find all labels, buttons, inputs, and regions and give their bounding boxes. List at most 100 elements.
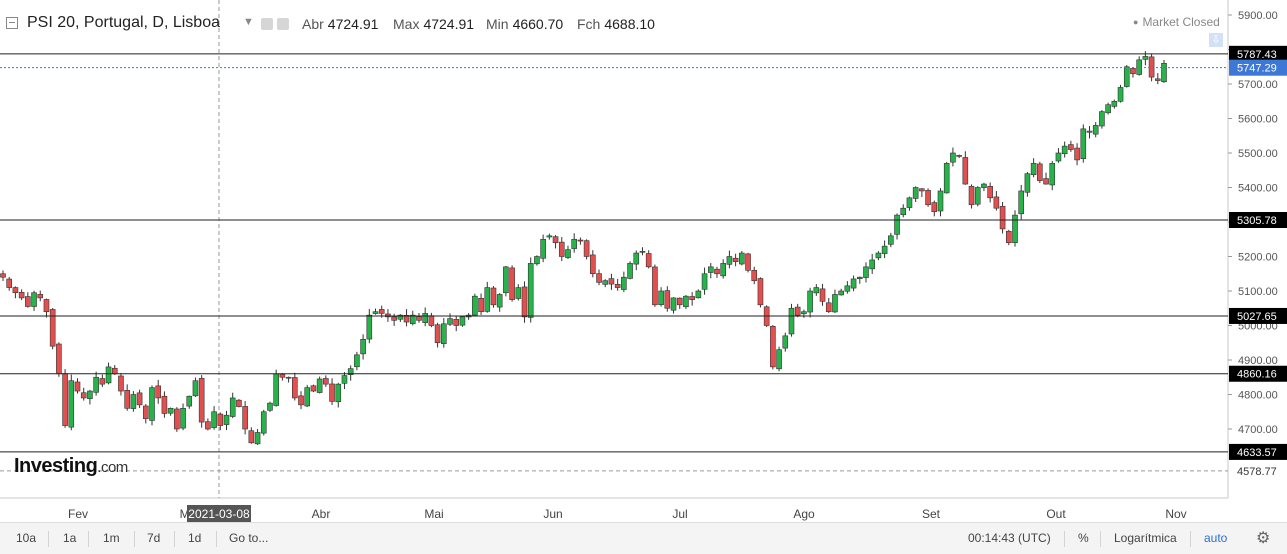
- candle-body: [304, 387, 311, 407]
- candle-body: [360, 338, 366, 355]
- candle-body: [385, 313, 391, 318]
- candle-body: [118, 375, 124, 392]
- candle-body: [1005, 230, 1012, 243]
- candle-body: [844, 285, 851, 292]
- candle-body: [329, 383, 335, 402]
- x-tick-label: Jun: [543, 507, 562, 521]
- candle-body: [459, 316, 466, 326]
- candle-body: [223, 414, 230, 425]
- candle-body: [490, 287, 497, 306]
- range-7d[interactable]: 7d: [147, 531, 161, 545]
- candle-body: [1030, 163, 1037, 175]
- x-tick-label: Out: [1046, 507, 1066, 521]
- ohlc-low: Min 4660.70: [486, 16, 564, 32]
- candle-body: [409, 314, 416, 325]
- x-tick-label: Abr: [312, 507, 331, 521]
- candle-body: [248, 430, 255, 444]
- y-tick-label: 5600.00: [1238, 114, 1278, 126]
- candle-body: [161, 395, 168, 414]
- candle-body: [217, 413, 224, 426]
- bottom-toolbar: 10a 1a 1m 7d 1d Go to... 00:14:43 (UTC) …: [0, 522, 1287, 554]
- candle-body: [62, 373, 68, 426]
- candle-body: [515, 287, 522, 299]
- candle-body: [906, 197, 913, 208]
- range-1d[interactable]: 1d: [188, 531, 202, 545]
- candle-body: [43, 299, 50, 313]
- x-tick-label: Nov: [1165, 507, 1186, 521]
- candle-body: [751, 270, 758, 281]
- y-tick-label: 4800.00: [1238, 390, 1278, 402]
- range-1m[interactable]: 1m: [103, 531, 120, 545]
- x-tick-label: Ago: [793, 507, 815, 521]
- download-icon[interactable]: ⇩: [1209, 33, 1223, 47]
- candle-body: [174, 408, 180, 430]
- candle-body: [68, 380, 75, 428]
- separator: [134, 531, 135, 547]
- candle-body: [403, 315, 410, 323]
- candle-body: [478, 297, 484, 313]
- candle-body: [1037, 163, 1043, 181]
- candle-body: [1148, 56, 1155, 78]
- candle-body: [919, 188, 925, 192]
- candle-body: [546, 235, 553, 238]
- candle-body: [1130, 68, 1136, 74]
- range-10a[interactable]: 10a: [16, 531, 37, 545]
- log-toggle[interactable]: Logarítmica: [1114, 531, 1177, 545]
- candle-body: [931, 202, 938, 212]
- x-tick-label: Jul: [672, 507, 687, 521]
- candle-body: [540, 238, 546, 259]
- eye-icon[interactable]: [261, 18, 273, 30]
- candle-body: [819, 288, 826, 302]
- y-tick-label: 5500.00: [1238, 148, 1278, 160]
- candle-body: [74, 381, 81, 392]
- investing-logo: Investing.com: [14, 455, 128, 477]
- candle-body: [639, 251, 646, 253]
- candle-body: [1142, 56, 1149, 60]
- candle-body: [552, 236, 559, 243]
- level-label: 5787.43: [1237, 49, 1277, 61]
- candle-body: [205, 421, 211, 430]
- candle-body: [521, 286, 528, 318]
- candle-body: [285, 376, 292, 379]
- collapse-icon[interactable]: [6, 17, 18, 29]
- crosshair-date-box: [187, 505, 251, 522]
- candle-body: [1099, 111, 1105, 127]
- candle-body: [925, 190, 931, 206]
- candle-body: [943, 163, 950, 194]
- auto-toggle[interactable]: auto: [1204, 531, 1228, 545]
- candle-body: [142, 405, 149, 419]
- crosshair-date-label: 2021-03-08: [188, 507, 250, 521]
- candle-body: [602, 280, 609, 285]
- x-tick-label: Set: [922, 507, 941, 521]
- goto-button[interactable]: Go to...: [229, 531, 269, 545]
- candle-body: [292, 377, 298, 399]
- candle-body: [167, 407, 174, 414]
- chevron-down-icon[interactable]: ▼: [243, 16, 254, 28]
- candle-body: [441, 323, 447, 344]
- candle-body: [1043, 178, 1049, 185]
- y-tick-label: 5700.00: [1238, 79, 1278, 91]
- candle-body: [180, 407, 186, 429]
- candle-body: [633, 252, 640, 265]
- candle-body: [310, 385, 317, 392]
- candlestick-chart: 5900.005800.005700.005600.005500.005400.…: [0, 0, 1287, 522]
- settings-icon[interactable]: [277, 18, 289, 30]
- candle-body: [31, 292, 37, 307]
- last-price-label: 5747.29: [1237, 63, 1277, 75]
- candle-body: [1136, 59, 1142, 75]
- candle-body: [347, 368, 354, 375]
- candle-body: [198, 378, 205, 423]
- candle-body: [1105, 104, 1111, 114]
- candle-body: [1092, 125, 1099, 135]
- y-tick-label: 4900.00: [1238, 355, 1278, 367]
- gear-icon[interactable]: ⚙: [1256, 530, 1271, 547]
- last-price-box: [1229, 59, 1287, 76]
- candle-body: [186, 395, 193, 407]
- candle-body: [6, 278, 13, 288]
- level-label-box: [1229, 365, 1287, 382]
- percent-toggle[interactable]: %: [1078, 531, 1089, 545]
- separator: [1190, 531, 1191, 547]
- market-status: Market Closed: [1133, 15, 1219, 29]
- candle-body: [447, 318, 453, 325]
- range-1a[interactable]: 1a: [63, 531, 77, 545]
